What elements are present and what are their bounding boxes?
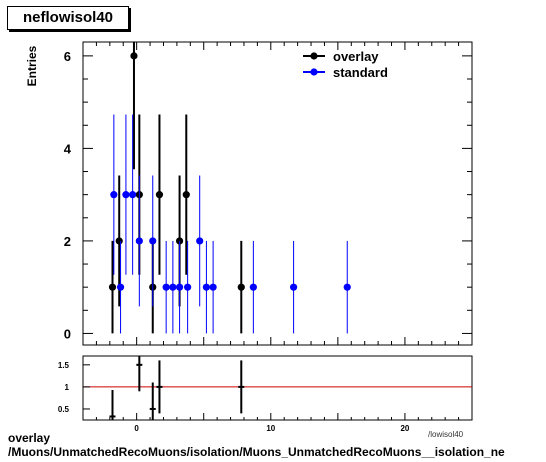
data-point bbox=[155, 191, 164, 199]
ratio-y-tick-label: 0.5 bbox=[58, 405, 70, 414]
ratio-plot-frame bbox=[82, 355, 473, 421]
y-axis-label: Entries bbox=[25, 45, 39, 86]
data-point bbox=[110, 191, 118, 199]
ratio-x-tick-label: 20 bbox=[400, 424, 409, 433]
data-point bbox=[135, 237, 143, 245]
data-point bbox=[115, 237, 123, 245]
data-point bbox=[122, 191, 130, 199]
data-point bbox=[249, 283, 257, 291]
ratio-series-layer bbox=[109, 356, 245, 420]
series-overlay bbox=[108, 42, 245, 334]
data-point bbox=[196, 237, 204, 245]
data-point bbox=[289, 283, 298, 291]
data-point bbox=[202, 283, 211, 291]
data-point bbox=[237, 283, 245, 291]
legend-label: overlay bbox=[333, 49, 379, 64]
ratio-series-ratio bbox=[109, 356, 245, 420]
ratio-y-tick-label: 1 bbox=[65, 383, 70, 392]
data-point bbox=[162, 283, 170, 291]
ratio-plot-border bbox=[82, 355, 473, 421]
data-point bbox=[209, 283, 217, 291]
y-tick-label: 0 bbox=[64, 326, 71, 341]
ratio-axis-ticks: 0 10 20 0.5 1 1.5 bbox=[58, 361, 473, 433]
series-standard bbox=[110, 114, 351, 334]
ratio-y-tick-label: 1.5 bbox=[58, 361, 70, 370]
legend-label: standard bbox=[333, 65, 388, 80]
data-point bbox=[175, 283, 184, 291]
data-point bbox=[182, 191, 190, 199]
data-point bbox=[175, 237, 184, 245]
footer-line-2: /Muons/UnmatchedRecoMuons/isolation/Muon… bbox=[8, 445, 505, 459]
ratio-x-tick-label: 0 bbox=[134, 424, 139, 433]
main-plot-frame bbox=[82, 41, 473, 346]
y-tick-label: 4 bbox=[64, 141, 72, 156]
main-plot-border bbox=[82, 41, 473, 346]
x-axis-label-partial: /lowisol40 bbox=[428, 430, 464, 439]
histogram-title: neflowisol40 bbox=[7, 6, 129, 30]
y-tick-label: 6 bbox=[64, 49, 71, 64]
data-point bbox=[129, 191, 137, 199]
main-series-layer bbox=[108, 42, 351, 334]
footer-line-1: overlay bbox=[8, 431, 51, 445]
y-tick-label: 2 bbox=[64, 234, 71, 249]
data-point bbox=[116, 283, 125, 291]
main-axis-ticks: 0 2 4 6 bbox=[64, 42, 473, 345]
data-point bbox=[184, 283, 192, 291]
data-point bbox=[108, 283, 117, 291]
ratio-x-tick-label: 10 bbox=[266, 424, 275, 433]
data-point bbox=[149, 237, 157, 245]
data-point bbox=[169, 283, 177, 291]
data-point bbox=[130, 52, 138, 60]
data-point bbox=[343, 283, 351, 291]
legend-marker bbox=[310, 52, 318, 60]
legend-marker bbox=[310, 68, 318, 76]
